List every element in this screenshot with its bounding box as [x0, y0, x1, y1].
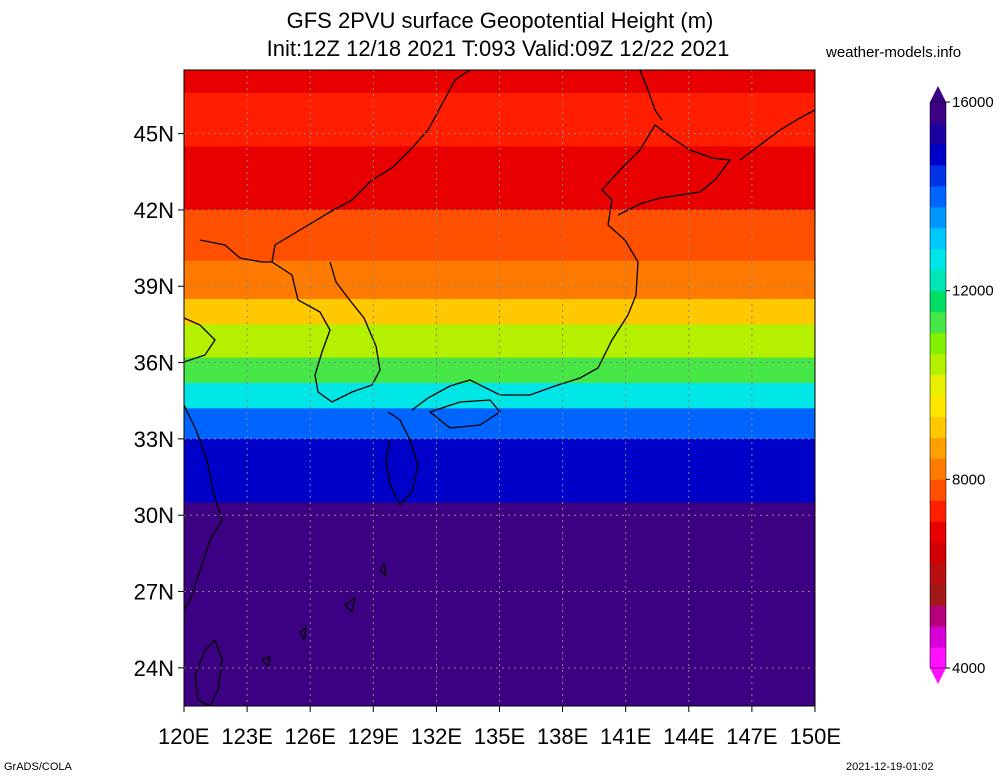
lon-tick-label: 138E: [537, 724, 588, 749]
colorbar-swatch: [930, 521, 946, 543]
colorbar-swatch: [930, 164, 946, 187]
colorbar-swatch: [930, 395, 946, 417]
colorbar-label: 12000: [952, 283, 994, 300]
lat-tick-label: 30N: [134, 503, 174, 528]
colorbar-swatch: [930, 227, 946, 250]
map-subtitle: Init:12Z 12/18 2021 T:093 Valid:09Z 12/2…: [266, 36, 730, 61]
lon-tick-label: 147E: [726, 724, 777, 749]
colorbar-max-arrow: [930, 86, 946, 102]
colorbar-label: 16000: [952, 94, 994, 111]
lat-tick-label: 33N: [134, 427, 174, 452]
lat-tick-label: 42N: [134, 198, 174, 223]
lon-tick-label: 129E: [348, 724, 399, 749]
software-credit: GrADS/COLA: [4, 761, 72, 773]
lon-tick-label: 132E: [411, 724, 462, 749]
colorbar-swatch: [930, 500, 946, 522]
coastline-kyushu: [385, 411, 419, 507]
field-band-5: [184, 298, 815, 326]
field-band-0: [184, 70, 815, 94]
colorbar-swatch: [930, 102, 946, 124]
coastline-ryukyu: [260, 562, 387, 668]
lon-tick-label: 144E: [663, 724, 714, 749]
coastline-hokkaido: [601, 124, 732, 216]
map-title: GFS 2PVU surface Geopotential Height (m): [286, 8, 714, 33]
colorbar-swatch: [930, 542, 946, 564]
colorbar-swatch: [930, 248, 946, 271]
colorbar-swatch: [930, 122, 946, 145]
lat-tick-label: 27N: [134, 580, 174, 605]
colorbar-swatch: [930, 437, 946, 459]
lon-tick-label: 150E: [790, 724, 841, 749]
colorbar-swatch: [930, 143, 946, 166]
axes: 45N 42N 39N 36N 33N 30N 27N 24N 120E 123E 126E 129E…: [134, 122, 841, 749]
lon-tick-label: 120E: [158, 724, 209, 749]
coastline-sakhalin: [639, 70, 663, 121]
colorbar-swatch: [930, 479, 946, 501]
colorbar-swatch: [930, 584, 946, 606]
lat-tick-label: 45N: [134, 122, 174, 147]
lon-tick-label: 135E: [474, 724, 525, 749]
coastline-honshu: [411, 189, 639, 411]
coastline-korea: [271, 261, 381, 403]
coastlines: [184, 70, 815, 706]
colorbar-swatch: [930, 563, 946, 585]
colorbar-swatch: [930, 332, 946, 355]
colorbar-swatch: [930, 647, 946, 669]
colorbar-swatch: [930, 269, 946, 292]
colorbar-swatch: [930, 458, 946, 480]
lon-tick-label: 123E: [221, 724, 272, 749]
coastline-kurils: [739, 109, 815, 161]
colorbar-swatch: [930, 605, 946, 627]
colorbar-label: 8000: [952, 471, 985, 488]
lat-tick-label: 36N: [134, 351, 174, 376]
site-credit: weather-models.info: [826, 44, 962, 61]
colorbar-swatch: [930, 206, 946, 229]
colorbar-swatch: [930, 374, 946, 396]
lat-tick-label: 39N: [134, 274, 174, 299]
coastline-china: [184, 317, 223, 611]
coastline-taiwan: [194, 638, 223, 706]
colorbar-label: 4000: [952, 660, 985, 677]
lon-tick-label: 141E: [600, 724, 651, 749]
colorbar-swatch: [930, 626, 946, 648]
colorbar-swatch: [930, 185, 946, 208]
coastline-liaodong: [199, 179, 373, 263]
colorbar-swatch: [930, 416, 946, 438]
coastline-russia: [371, 70, 471, 181]
colorbar-swatch: [930, 290, 946, 313]
field-band-8: [184, 382, 815, 410]
lon-tick-label: 126E: [285, 724, 336, 749]
colorbar-min-arrow: [930, 668, 946, 684]
lat-tick-label: 24N: [134, 656, 174, 681]
field-band-3: [184, 209, 815, 262]
colorbar-swatch: [930, 311, 946, 334]
generation-timestamp: 2021-12-19-01:02: [846, 761, 934, 773]
colorbar: 16000 12000 8000 4000: [929, 86, 994, 684]
colorbar-swatch: [930, 353, 946, 376]
